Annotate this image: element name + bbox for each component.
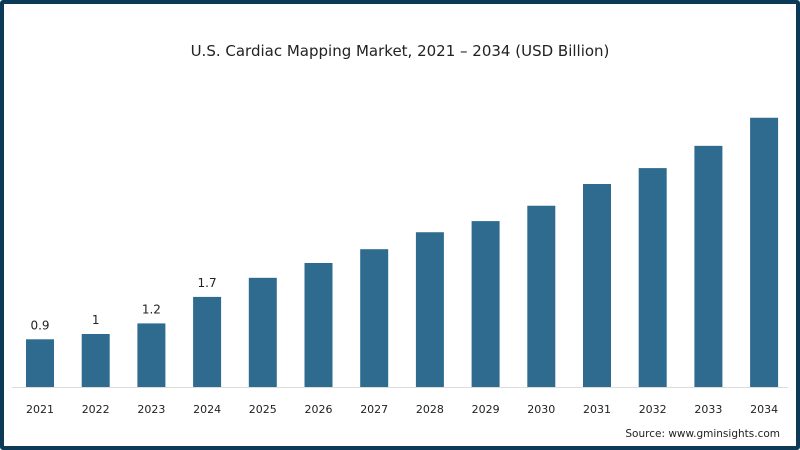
bar-2029 (471, 221, 500, 387)
bar-2033 (694, 145, 723, 387)
x-tick-label: 2021 (26, 403, 54, 416)
x-tick-label: 2024 (193, 403, 221, 416)
x-tick-label: 2030 (527, 403, 555, 416)
x-tick-label: 2023 (137, 403, 165, 416)
x-tick-label: 2029 (472, 403, 500, 416)
chart-title: U.S. Cardiac Mapping Market, 2021 – 2034… (190, 42, 610, 60)
data-label: 1 (92, 313, 100, 327)
bar-2026 (304, 262, 333, 387)
x-tick-label: 2025 (249, 403, 277, 416)
bar-2023 (137, 323, 166, 387)
bar-2025 (248, 277, 277, 387)
x-tick-label: 2034 (750, 403, 778, 416)
x-tick-label: 2022 (82, 403, 110, 416)
data-label: 1.2 (142, 302, 161, 316)
x-tick-label: 2026 (305, 403, 333, 416)
bar-2021 (26, 339, 54, 387)
x-tick-label: 2028 (416, 403, 444, 416)
x-tick-label: 2033 (694, 403, 722, 416)
data-label: 1.7 (198, 276, 217, 290)
data-label: 0.9 (30, 318, 49, 332)
source-note: Source: www.gminsights.com (625, 428, 780, 440)
bar-2030 (527, 205, 556, 387)
bar-2034 (750, 117, 779, 387)
x-tick-label: 2031 (583, 403, 611, 416)
x-tick-label: 2027 (360, 403, 388, 416)
bar-2024 (193, 296, 222, 387)
bar-2028 (415, 232, 444, 387)
bar-2031 (583, 184, 611, 387)
bar-2032 (638, 168, 667, 387)
bar-2022 (81, 334, 110, 387)
bar-2027 (360, 249, 389, 387)
x-tick-label: 2032 (639, 403, 667, 416)
